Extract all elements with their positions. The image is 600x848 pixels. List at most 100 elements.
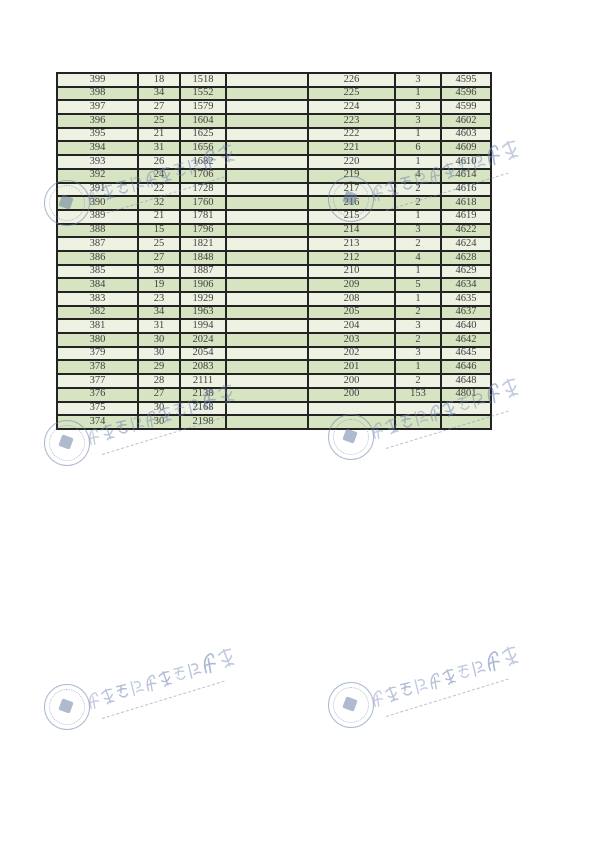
score-cell: 389: [56, 208, 139, 225]
count-cell: 4: [394, 249, 442, 266]
score-cell: 374: [56, 414, 139, 430]
count-cell: 1: [394, 126, 442, 143]
spacer-cell: [225, 277, 309, 293]
score-cell: 393: [56, 154, 139, 170]
score-cell: 200: [307, 386, 396, 403]
cumulative-cell: 1821: [179, 236, 227, 252]
cumulative-cell: 1887: [179, 263, 227, 280]
count-cell: 29: [137, 359, 181, 376]
table-row: 397 27 1579 224 3 4599: [56, 99, 492, 116]
cumulative-cell: 1682: [179, 154, 227, 170]
table-row: 393 26 1682 220 1 4610: [56, 154, 492, 170]
cumulative-cell: 4622: [440, 222, 492, 239]
score-cell: 212: [307, 249, 396, 266]
count-cell: 31: [137, 318, 181, 335]
score-cell: 205: [307, 304, 396, 321]
cumulative-cell: 1728: [179, 181, 227, 198]
calligraphy-character-icon: [412, 676, 429, 695]
count-cell: 1: [394, 154, 442, 170]
table-row: 384 19 1906 209 5 4634: [56, 277, 492, 293]
score-cell: 224: [307, 99, 396, 116]
score-cell: 202: [307, 345, 396, 362]
cumulative-cell: [440, 400, 492, 417]
calligraphy-character-icon: [400, 681, 413, 697]
score-cell: 203: [307, 332, 396, 348]
cumulative-cell: 1994: [179, 318, 227, 335]
cumulative-cell: 4614: [440, 167, 492, 184]
spacer-cell: [225, 167, 309, 184]
score-cell: 219: [307, 167, 396, 184]
cumulative-cell: 4637: [440, 304, 492, 321]
calligraphy-character-icon: [500, 376, 521, 399]
score-cell: 380: [56, 332, 139, 348]
table-row: 389 21 1781 215 1 4619: [56, 208, 492, 225]
score-cell: 390: [56, 195, 139, 211]
table-row: 387 25 1821 213 2 4624: [56, 236, 492, 252]
score-cell: 220: [307, 154, 396, 170]
count-cell: 1: [394, 85, 442, 102]
table-row: 399 18 1518 226 3 4595: [56, 72, 492, 88]
score-table-body: 399 18 1518 226 3 4595 398 34 1552 225 1 4596 397 27 1…: [56, 72, 492, 430]
score-cell: 399: [56, 72, 139, 88]
count-cell: 2: [394, 195, 442, 211]
count-cell: 2: [394, 332, 442, 348]
count-cell: 26: [137, 154, 181, 170]
calligraphy-character-icon: [201, 652, 218, 675]
spacer-cell: [225, 154, 309, 170]
calligraphy-character-icon: [87, 691, 101, 710]
score-distribution-table: 399 18 1518 226 3 4595 398 34 1552 225 1 4596 397 27 1…: [56, 72, 492, 430]
spacer-cell: [225, 386, 309, 403]
score-cell: 387: [56, 236, 139, 252]
count-cell: 31: [137, 140, 181, 157]
count-cell: 3: [394, 99, 442, 116]
cumulative-cell: 4596: [440, 85, 492, 102]
spacer-cell: [225, 181, 309, 198]
calligraphy-character-icon: [186, 660, 203, 679]
watermark-seal-bottom-right: 河北机电职业技术学院: [322, 630, 537, 742]
count-cell: 15: [137, 222, 181, 239]
count-cell: 18: [137, 72, 181, 88]
count-cell: 1: [394, 359, 442, 376]
score-cell: 226: [307, 72, 396, 88]
cumulative-cell: 4618: [440, 195, 492, 211]
count-cell: 32: [137, 195, 181, 211]
cumulative-cell: 4648: [440, 373, 492, 389]
cumulative-cell: 4619: [440, 208, 492, 225]
count-cell: 2: [394, 373, 442, 389]
table-row: 394 31 1656 221 6 4609: [56, 140, 492, 157]
cumulative-cell: 1929: [179, 291, 227, 307]
count-cell: 1: [394, 208, 442, 225]
score-cell: 376: [56, 386, 139, 403]
count-cell: 5: [394, 277, 442, 293]
count-cell: 3: [394, 345, 442, 362]
table-row: 380 30 2024 203 2 4642: [56, 332, 492, 348]
count-cell: 30: [137, 332, 181, 348]
score-cell: [307, 414, 396, 430]
score-cell: 225: [307, 85, 396, 102]
cumulative-cell: 4602: [440, 113, 492, 129]
score-cell: 201: [307, 359, 396, 376]
spacer-cell: [225, 208, 309, 225]
table-row: 388 15 1796 214 3 4622: [56, 222, 492, 239]
cumulative-cell: 1760: [179, 195, 227, 211]
watermark-text: 河北机电职业技术学院: [367, 640, 526, 706]
spacer-cell: [225, 332, 309, 348]
calligraphy-character-icon: [470, 658, 487, 677]
cumulative-cell: 2168: [179, 400, 227, 417]
watermark-calligraphy: 河北机电职业技术学院: [367, 640, 527, 710]
cumulative-cell: 2111: [179, 373, 227, 389]
cumulative-cell: 1518: [179, 72, 227, 88]
table-row: 398 34 1552 225 1 4596: [56, 85, 492, 102]
cumulative-cell: 4609: [440, 140, 492, 157]
count-cell: 34: [137, 85, 181, 102]
table-row: 396 25 1604 223 3 4602: [56, 113, 492, 129]
score-cell: 384: [56, 277, 139, 293]
count-cell: 25: [137, 113, 181, 129]
score-cell: 381: [56, 318, 139, 335]
spacer-cell: [225, 345, 309, 362]
cumulative-cell: 1906: [179, 277, 227, 293]
count-cell: 39: [137, 263, 181, 280]
table-row: 374 30 2198: [56, 414, 492, 430]
cumulative-cell: 4599: [440, 99, 492, 116]
